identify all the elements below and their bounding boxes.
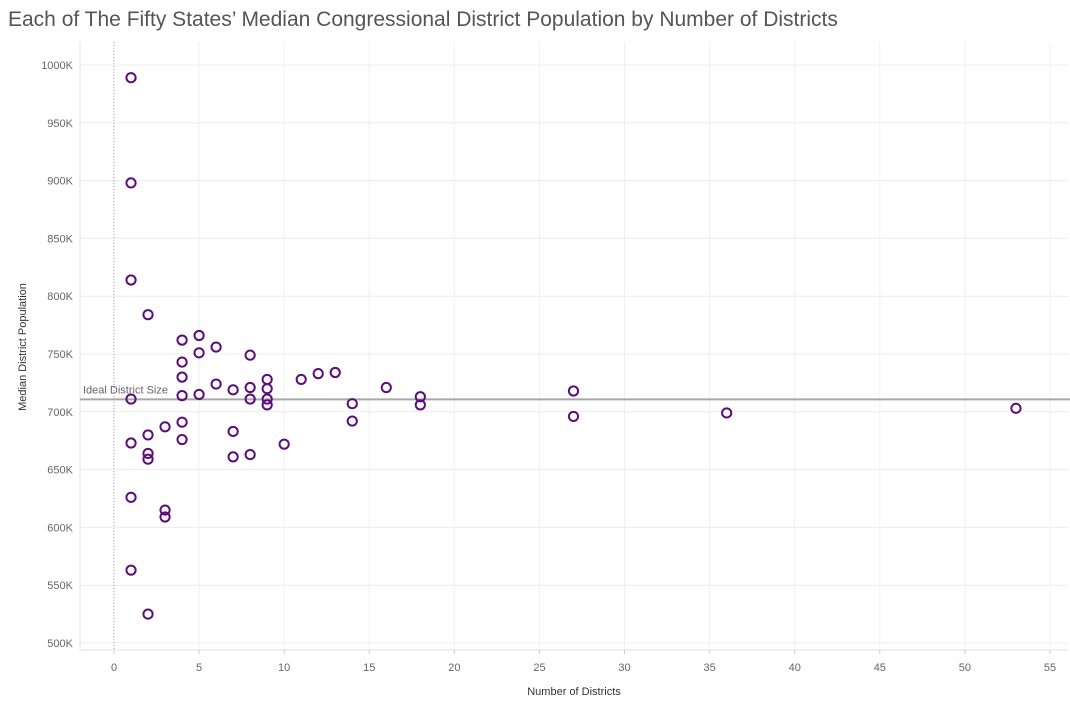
- y-tick-label: 850K: [47, 233, 73, 245]
- x-tick-label: 5: [196, 662, 202, 674]
- data-point: [244, 393, 256, 405]
- data-point: [125, 177, 137, 189]
- data-point: [142, 453, 154, 465]
- x-tick-label: 50: [959, 662, 971, 674]
- x-tick-label: 45: [874, 662, 886, 674]
- y-tick-label: 950K: [47, 118, 73, 130]
- y-tick-label: 600K: [47, 522, 73, 534]
- data-point: [227, 425, 239, 438]
- data-point: [346, 415, 358, 427]
- y-tick-label: 500K: [47, 638, 73, 650]
- data-point: [278, 438, 290, 450]
- y-tick-label: 750K: [47, 349, 73, 361]
- data-point: [125, 274, 137, 286]
- y-tick-label: 1000K: [41, 60, 73, 72]
- data-point: [142, 608, 154, 620]
- data-point: [1010, 402, 1022, 414]
- x-tick-label: 10: [278, 662, 290, 674]
- y-tick-label: 700K: [47, 407, 73, 419]
- data-point: [210, 378, 222, 390]
- data-point: [346, 398, 358, 410]
- data-point: [261, 383, 273, 395]
- data-point: [193, 347, 205, 359]
- y-tick-label: 650K: [47, 465, 73, 477]
- x-tick-label: 0: [111, 662, 117, 674]
- data-point: [227, 451, 239, 463]
- x-tick-label: 15: [363, 662, 375, 674]
- data-point: [176, 433, 188, 446]
- data-point: [244, 448, 256, 461]
- data-point: [261, 399, 273, 411]
- chart-title: Each of The Fifty States’ Median Congres…: [8, 8, 838, 31]
- x-tick-label: 40: [789, 662, 801, 674]
- data-point: [142, 309, 154, 321]
- data-point: [125, 491, 137, 503]
- data-point: [176, 356, 188, 368]
- x-axis-title: Number of Districts: [527, 686, 621, 698]
- data-point: [125, 72, 137, 84]
- data-point: [159, 504, 171, 516]
- data-point: [295, 373, 307, 386]
- data-point: [193, 388, 205, 401]
- data-point: [176, 334, 188, 346]
- y-axis-title: Median District Population: [17, 283, 29, 411]
- data-point: [244, 349, 256, 361]
- data-point: [193, 329, 205, 342]
- y-tick-label: 900K: [47, 176, 73, 188]
- gridlines: [80, 42, 1068, 650]
- axes: 500K 550K 600K 650K 700K 750K 800K 850K 900K 950K…: [41, 42, 1068, 674]
- x-tick-label: 30: [618, 662, 630, 674]
- data-point: [176, 390, 188, 402]
- x-tick-label: 35: [704, 662, 716, 674]
- data-point: [125, 393, 137, 405]
- data-point: [142, 447, 154, 460]
- data-point: [176, 371, 188, 383]
- y-tick-label: 800K: [47, 291, 73, 303]
- y-tick-label: 550K: [47, 580, 73, 592]
- data-points: [125, 72, 1022, 620]
- data-point: [244, 381, 256, 394]
- reference-line-label: Ideal District Size: [83, 384, 168, 396]
- data-point: [159, 511, 171, 523]
- data-point: [176, 416, 188, 428]
- x-tick-label: 25: [533, 662, 545, 674]
- x-tick-label: 55: [1044, 662, 1056, 674]
- data-point: [721, 407, 733, 419]
- data-point: [567, 410, 580, 423]
- data-point: [312, 368, 324, 380]
- data-point: [380, 381, 392, 394]
- data-point: [125, 437, 137, 449]
- data-point: [159, 421, 171, 433]
- data-point: [125, 564, 137, 576]
- data-point: [414, 391, 426, 403]
- data-point: [414, 399, 426, 411]
- data-point: [567, 385, 580, 397]
- data-point: [261, 373, 273, 386]
- data-point: [261, 393, 273, 405]
- data-point: [227, 384, 239, 396]
- data-point: [142, 429, 154, 441]
- data-point: [329, 366, 341, 379]
- x-tick-label: 20: [448, 662, 460, 674]
- data-point: [210, 341, 222, 353]
